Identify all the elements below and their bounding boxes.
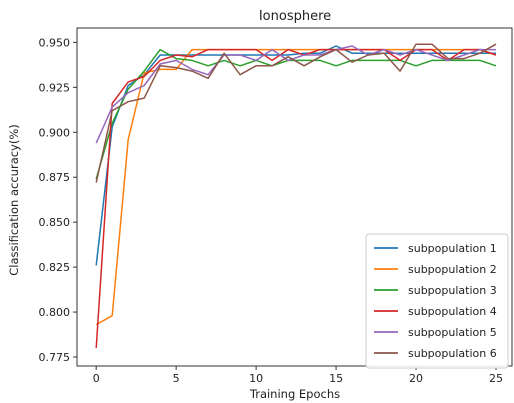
- legend-box: [365, 233, 509, 369]
- legend-entry: subpopulation 1: [408, 242, 497, 255]
- y-tick-label: 0.800: [39, 306, 71, 319]
- series-line-subpopulation-4: [95, 48, 497, 349]
- series-line-subpopulation-3: [95, 48, 497, 180]
- y-tick-label: 0.850: [39, 216, 71, 229]
- legend-entry: subpopulation 2: [408, 263, 497, 276]
- y-tick-label: 0.775: [39, 351, 71, 364]
- y-tick-label: 0.925: [39, 81, 71, 94]
- x-tick-label: 5: [173, 372, 180, 385]
- series-line-subpopulation-6: [95, 43, 497, 183]
- chart-title: Ionosphere: [259, 9, 331, 24]
- legend-entry: subpopulation 3: [408, 284, 497, 297]
- legend-entry: subpopulation 6: [408, 347, 497, 360]
- legend-entry: subpopulation 4: [408, 305, 497, 318]
- y-tick-label: 0.950: [39, 36, 71, 49]
- series-line-subpopulation-5: [95, 45, 496, 144]
- y-axis-ticks: 0.775 0.800 0.825 0.850 0.875 0.900 0.925 0.950: [39, 36, 77, 364]
- y-axis-label: Classification accuracy(%): [7, 124, 21, 276]
- x-axis-ticks: 0 5 10 15 20 25: [93, 366, 503, 385]
- plot-area: [76, 27, 513, 367]
- x-tick-label: 10: [249, 372, 263, 385]
- legend: subpopulation 1 subpopulation 2 subpopulat…: [365, 233, 509, 369]
- y-tick-label: 0.900: [39, 126, 71, 139]
- x-tick-label: 15: [329, 372, 343, 385]
- x-axis-label: Training Epochs: [249, 387, 340, 401]
- legend-entry: subpopulation 5: [408, 326, 497, 339]
- series-line-subpopulation-1: [95, 45, 496, 266]
- x-tick-label: 20: [409, 372, 423, 385]
- y-tick-label: 0.825: [39, 261, 71, 274]
- y-tick-label: 0.875: [39, 171, 71, 184]
- x-tick-label: 0: [93, 372, 100, 385]
- x-tick-label: 25: [489, 372, 503, 385]
